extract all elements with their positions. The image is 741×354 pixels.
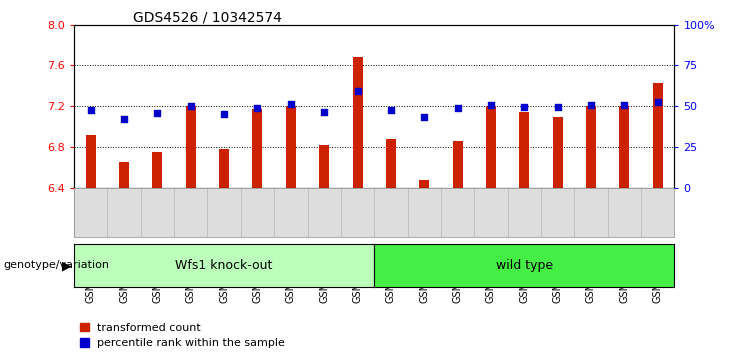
Bar: [219, 149, 229, 188]
Point: [218, 112, 230, 117]
Point: [352, 88, 364, 94]
Text: ▶: ▶: [62, 259, 71, 272]
Point: [551, 104, 563, 110]
Point: [251, 105, 264, 111]
Bar: [186, 106, 196, 188]
Bar: [319, 145, 329, 188]
Bar: [253, 109, 262, 188]
Point: [519, 104, 531, 110]
Point: [385, 107, 397, 113]
Bar: [353, 57, 362, 188]
Point: [585, 102, 597, 108]
Point: [451, 105, 464, 111]
Bar: [519, 112, 529, 188]
Bar: [86, 135, 96, 188]
Bar: [286, 106, 296, 188]
Point: [119, 116, 130, 122]
Bar: [553, 118, 562, 188]
Point: [285, 101, 296, 107]
Bar: [586, 106, 596, 188]
Point: [185, 103, 197, 109]
Point: [652, 99, 664, 105]
Text: wild type: wild type: [496, 259, 553, 272]
Point: [151, 110, 163, 116]
Bar: [153, 152, 162, 188]
Text: genotype/variation: genotype/variation: [4, 261, 110, 270]
Bar: [619, 106, 629, 188]
Bar: [453, 141, 462, 188]
Text: Wfs1 knock-out: Wfs1 knock-out: [176, 259, 273, 272]
Legend: transformed count, percentile rank within the sample: transformed count, percentile rank withi…: [79, 322, 285, 348]
Point: [85, 107, 96, 113]
Text: GDS4526 / 10342574: GDS4526 / 10342574: [133, 11, 282, 25]
Bar: [419, 181, 429, 188]
Bar: [486, 106, 496, 188]
Point: [319, 109, 330, 115]
Point: [618, 102, 630, 108]
Bar: [119, 162, 129, 188]
Bar: [653, 83, 662, 188]
Bar: [386, 139, 396, 188]
Point: [418, 115, 430, 120]
Point: [485, 102, 496, 108]
